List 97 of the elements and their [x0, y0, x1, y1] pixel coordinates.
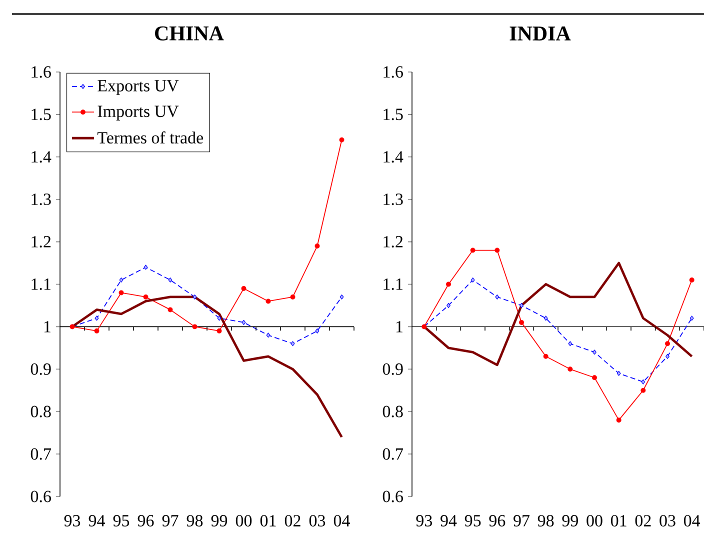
point [168, 277, 172, 282]
y-tick-label: 1.2 [32, 236, 51, 248]
point [616, 418, 622, 423]
point [241, 286, 246, 291]
legend-label: Exports UV [98, 80, 179, 95]
point [666, 354, 670, 359]
x-tick-label: 96 [489, 515, 506, 526]
x-tick-label: 97 [162, 515, 178, 526]
point [315, 328, 320, 334]
x-tick-label: 93 [416, 515, 432, 526]
legend-label: Termes of trade [97, 131, 204, 144]
point [314, 244, 320, 249]
y-tick-label: 1.1 [32, 278, 50, 290]
point [616, 370, 621, 376]
point [446, 282, 452, 287]
x-tick-label: 99 [562, 515, 578, 526]
x-tick-label: 97 [514, 515, 530, 526]
point [266, 332, 270, 338]
y-tick-label: 0.8 [382, 406, 403, 418]
line-series [71, 296, 343, 438]
point [119, 277, 124, 282]
point [168, 307, 173, 312]
point [494, 248, 500, 253]
x-tick-label: 02 [635, 515, 651, 526]
point [290, 294, 296, 300]
point [641, 379, 646, 384]
x-tick-label: 03 [660, 515, 676, 526]
point [568, 341, 572, 346]
point [339, 137, 344, 142]
y-tick-label: 1 [396, 321, 402, 332]
y-tick-label: 1.5 [32, 108, 51, 120]
point [568, 366, 573, 372]
chart-title: INDIA [510, 26, 571, 40]
point [143, 294, 148, 300]
point [290, 341, 295, 346]
x-tick-label: 01 [260, 515, 276, 526]
line-series [422, 262, 694, 366]
point [242, 320, 246, 325]
point [640, 388, 646, 393]
x-tick-label: 94 [440, 515, 457, 526]
x-tick-label: 03 [309, 515, 326, 526]
x-tick-label: 02 [284, 515, 300, 526]
point [94, 328, 100, 334]
y-tick-label: 0.7 [382, 448, 403, 460]
point [543, 354, 548, 359]
point [544, 316, 548, 321]
x-tick-label: 04 [684, 515, 700, 526]
y-tick-label: 1.3 [32, 194, 51, 206]
point [519, 320, 524, 325]
point [592, 375, 597, 380]
y-tick-label: 0.9 [30, 363, 51, 375]
legend-label: Imports UV [98, 106, 179, 121]
y-tick-label: 0.7 [30, 448, 51, 460]
point [118, 290, 124, 296]
point [192, 294, 197, 300]
point [192, 324, 198, 330]
x-tick-label: 95 [113, 515, 130, 526]
y-tick-label: 0.9 [382, 363, 403, 375]
point [217, 316, 222, 321]
point [340, 294, 344, 300]
x-tick-label: 99 [211, 515, 228, 526]
x-tick-label: 94 [88, 515, 105, 526]
x-tick-label: 01 [610, 515, 626, 526]
x-tick-label: 96 [138, 515, 154, 526]
y-tick-label: 1.5 [384, 108, 403, 120]
y-tick-label: 1.4 [32, 151, 52, 163]
x-tick-label: 93 [64, 515, 80, 526]
chart-title: CHINA [155, 26, 224, 40]
point [520, 302, 524, 308]
x-tick-label: 00 [586, 515, 602, 526]
y-tick-label: 1.1 [384, 278, 402, 290]
point [216, 328, 222, 334]
y-tick-label: 1.6 [384, 66, 403, 78]
point [446, 302, 450, 308]
x-tick-label: 98 [538, 515, 554, 526]
y-tick-label: 1.2 [384, 236, 403, 248]
point [470, 277, 475, 282]
x-tick-label: 00 [236, 515, 252, 526]
point [94, 316, 99, 321]
y-tick-label: 0.8 [30, 406, 51, 418]
point [689, 277, 694, 282]
point [690, 316, 694, 321]
y-tick-label: 1 [44, 321, 50, 332]
point [592, 350, 596, 355]
x-tick-label: 04 [334, 515, 350, 526]
point [144, 264, 148, 270]
x-tick-label: 98 [186, 515, 203, 526]
point [495, 294, 500, 300]
x-tick-label: 95 [464, 515, 481, 526]
point [664, 341, 670, 346]
y-tick-label: 1.4 [384, 151, 404, 163]
point [266, 298, 271, 304]
y-tick-label: 1.3 [384, 194, 403, 206]
y-tick-label: 0.6 [30, 490, 51, 502]
point [470, 248, 476, 253]
y-tick-label: 1.6 [32, 66, 51, 78]
y-tick-label: 0.6 [382, 490, 403, 502]
